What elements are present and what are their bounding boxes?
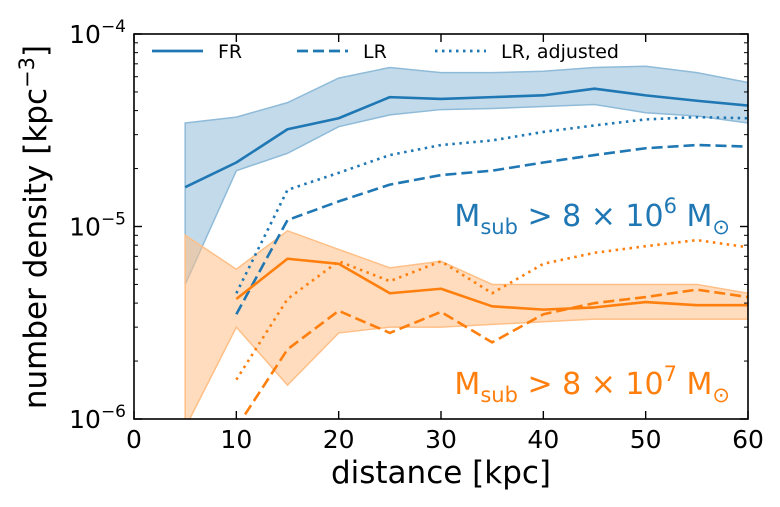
series-line-0-solid	[184, 87, 748, 189]
legend-label: LR, adjusted	[501, 41, 619, 63]
series-line-1-dotted	[235, 238, 748, 381]
annotation-part: ⊙	[712, 383, 730, 407]
x-tick-label: 20	[323, 425, 355, 454]
annotation-part: sub	[480, 215, 518, 239]
x-tick-label: 50	[630, 425, 662, 454]
series-line-1-dashed	[240, 288, 748, 419]
annotation-part: M	[454, 199, 480, 234]
annotation-part: M	[677, 199, 712, 234]
y-axis-label-base: number density [kpc	[18, 88, 54, 409]
annotation-part: M	[677, 367, 712, 402]
annotation-part: ⊙	[712, 215, 730, 239]
annotation-part: 6	[664, 194, 677, 218]
y-tick-label: 10−5	[69, 210, 126, 242]
y-tick-label: 10−4	[69, 17, 126, 49]
y-tick-base: 10	[69, 213, 101, 242]
mass-annotation-1: Msub > 8 × 107 M⊙	[454, 362, 730, 407]
y-tick-exp: −6	[101, 402, 126, 422]
y-tick-base: 10	[69, 20, 101, 49]
y-tick-label: 10−6	[69, 402, 126, 434]
legend-label: FR	[218, 41, 242, 63]
plot-frame	[133, 33, 749, 420]
annotation-part: 7	[664, 362, 677, 386]
annotation-part: sub	[480, 383, 518, 407]
series-lines	[184, 87, 748, 419]
y-axis-label: number density [kpc−3]	[15, 45, 54, 409]
y-axis-label-sup: −3	[15, 57, 39, 88]
y-axis-label-close: ]	[18, 45, 54, 57]
x-tick-label: 0	[126, 425, 142, 454]
y-tick-exp: −4	[101, 17, 126, 37]
annotation-part: > 8 × 10	[518, 199, 664, 234]
x-tick-label: 10	[220, 425, 252, 454]
x-tick-label: 60	[732, 425, 764, 454]
series-line-1-solid	[235, 257, 748, 311]
legend: FR LR LR, adjusted	[152, 41, 619, 63]
annotation-part: M	[454, 367, 480, 402]
annotation-part: > 8 × 10	[518, 367, 664, 402]
y-tick-base: 10	[69, 405, 101, 434]
legend-label: LR	[363, 41, 387, 63]
mass-annotation-0: Msub > 8 × 106 M⊙	[454, 194, 730, 239]
x-tick-label: 40	[527, 425, 559, 454]
annotations: Msub > 8 × 106 M⊙Msub > 8 × 107 M⊙	[454, 194, 730, 407]
x-tick-label: 30	[425, 425, 457, 454]
band-1	[184, 229, 748, 419]
series-line-0-dotted	[235, 115, 748, 294]
x-axis-label: distance [kpc]	[331, 455, 551, 491]
y-tick-exp: −5	[101, 210, 126, 230]
